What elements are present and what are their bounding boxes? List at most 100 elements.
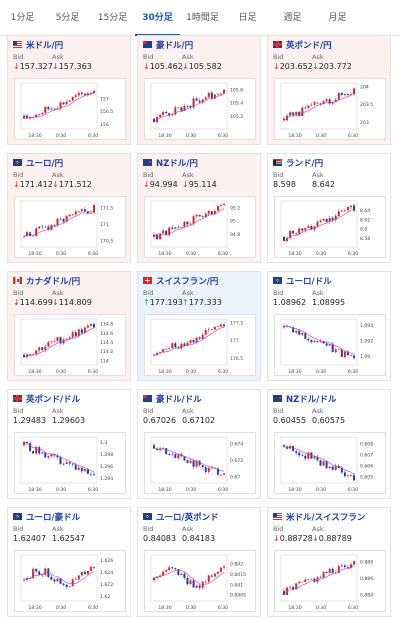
pair-name-link[interactable]: 英ポンド/円 bbox=[286, 40, 332, 51]
bid-label: Bid bbox=[273, 407, 284, 415]
x-tick-label: 0:30 bbox=[186, 251, 196, 257]
candle-body bbox=[80, 92, 83, 94]
candle-body bbox=[307, 338, 310, 341]
candle-body bbox=[313, 102, 316, 105]
pair-card[interactable]: NZドル/ドル Bid Ask 0.60455 0.60575 0.608 0.607 0.6… bbox=[267, 389, 391, 499]
bid-label: Bid bbox=[13, 289, 24, 297]
bid-value: 0.88728 bbox=[279, 534, 313, 543]
candle-body bbox=[325, 218, 328, 222]
candle-chart[interactable]: 105.6 105.4 105.2 18:30 0:30 6:30 bbox=[144, 78, 256, 140]
pair-name-link[interactable]: 英ポンド/ドル bbox=[26, 394, 81, 405]
y-tick-label: 114 bbox=[100, 358, 109, 364]
pair-card[interactable]: カナダドル/円 Bid Ask ↓114.699 ↓114.809 114.8 114.6 1… bbox=[7, 271, 131, 381]
pair-name-link[interactable]: ユーロ/英ポンド bbox=[156, 512, 219, 523]
arrow-down-icon: ↓ bbox=[52, 180, 59, 189]
ask-label: Ask bbox=[312, 171, 324, 179]
pair-card[interactable]: ユーロ/円 Bid Ask ↓171.412 ↓171.512 171.5 171 170.5… bbox=[7, 153, 131, 263]
pair-card[interactable]: 英ポンド/円 Bid Ask ↓203.652 ↓203.772 204 203.5 203 1… bbox=[267, 35, 391, 145]
candle-chart[interactable]: 204 203.5 203 18:30 0:30 6:30 bbox=[274, 78, 386, 140]
candle-chart[interactable]: 114.8 114.6 114.4 114.2 114 18:30 0:30 6:30 bbox=[14, 314, 126, 376]
pair-card[interactable]: 豪ドル/ドル Bid Ask 0.67026 0.67102 0.674 0.672 0.67… bbox=[137, 389, 261, 499]
pair-name-link[interactable]: 米ドル/スイスフラン bbox=[286, 512, 366, 523]
candle-chart[interactable]: 0.608 0.607 0.606 0.605 18:30 0:30 6:30 bbox=[274, 432, 386, 494]
pair-card[interactable]: ユーロ/豪ドル Bid Ask 1.62407 1.62547 1.626 1.624 1.6… bbox=[7, 507, 131, 617]
pair-name-link[interactable]: ユーロ/円 bbox=[26, 158, 64, 169]
candle-body bbox=[183, 105, 186, 111]
arrow-up-icon: ↑ bbox=[143, 298, 150, 307]
pair-card[interactable]: 英ポンド/ドル Bid Ask 1.29483 1.29603 1.3 1.298 1.296… bbox=[7, 389, 131, 499]
tab-3[interactable]: 30分足 bbox=[135, 0, 180, 36]
ask-value: 0.67102 bbox=[182, 416, 216, 425]
candle-body bbox=[177, 347, 180, 349]
pair-name-link[interactable]: カナダドル/円 bbox=[26, 276, 81, 287]
y-tick-label: 1.626 bbox=[100, 558, 113, 564]
arrow-down-icon: ↓ bbox=[312, 62, 319, 71]
flag-ch-icon bbox=[143, 277, 152, 284]
candle-body bbox=[207, 575, 210, 582]
pair-card[interactable]: ユーロ/英ポンド Bid Ask 0.84083 0.84183 0.842 0.8415 0… bbox=[137, 507, 261, 617]
pair-card[interactable]: 米ドル/スイスフラン Bid Ask ↓0.88728 ↓0.88789 0.888 0.8… bbox=[267, 507, 391, 617]
candle-body bbox=[74, 332, 77, 337]
pair-name-link[interactable]: 米ドル/円 bbox=[26, 40, 64, 51]
bid-label: Bid bbox=[273, 171, 284, 179]
candle-body bbox=[183, 456, 186, 461]
pair-name-link[interactable]: ランド/円 bbox=[286, 158, 324, 169]
candle-body bbox=[59, 337, 62, 344]
pair-card[interactable]: スイスフラン/円 Bid Ask ↑177.193 ↑177.333 177.5 177 17… bbox=[137, 271, 261, 381]
candle-chart[interactable]: 1.094 1.092 1.09 18:30 0:30 6:30 bbox=[274, 314, 386, 376]
tab-2[interactable]: 15分足 bbox=[90, 0, 135, 36]
candle-chart[interactable]: 95.2 95 94.8 18:30 0:30 6:30 bbox=[144, 196, 256, 258]
x-tick-label: 18:30 bbox=[158, 251, 171, 257]
arrow-down-icon: ↓ bbox=[13, 298, 20, 307]
candle-chart[interactable]: 177.5 177 176.5 18:30 0:30 6:30 bbox=[144, 314, 256, 376]
pair-card[interactable]: NZドル/円 Bid Ask ↓94.994 ↓95.114 95.2 95 94.8 18:3… bbox=[137, 153, 261, 263]
candle-chart[interactable]: 0.888 0.886 0.884 18:30 0:30 6:30 bbox=[274, 550, 386, 612]
tab-5[interactable]: 日足 bbox=[225, 0, 270, 36]
ask-label: Ask bbox=[52, 525, 64, 533]
pair-name-link[interactable]: スイスフラン/円 bbox=[156, 276, 219, 287]
candle-chart[interactable]: 157 156.5 156 18:30 0:30 6:30 bbox=[14, 78, 126, 140]
candle-body bbox=[307, 452, 310, 459]
pair-name-link[interactable]: ユーロ/豪ドル bbox=[26, 512, 81, 523]
pair-name-link[interactable]: NZドル/ドル bbox=[286, 394, 337, 405]
bid-value: 171.412 bbox=[19, 180, 53, 189]
bid-label: Bid bbox=[143, 407, 154, 415]
y-tick-label: 114.2 bbox=[100, 349, 113, 355]
candle-body bbox=[331, 217, 334, 220]
pair-name-link[interactable]: NZドル/円 bbox=[156, 158, 198, 169]
pair-name-link[interactable]: ユーロ/ドル bbox=[286, 276, 332, 287]
pair-card[interactable]: 豪ドル/円 Bid Ask ↓105.462 ↓105.582 105.6 105.4 105… bbox=[137, 35, 261, 145]
candle-body bbox=[168, 227, 171, 236]
pair-card[interactable]: ランド/円 Bid Ask 8.598 8.642 8.64 8.62 8.6 8.58 18:3… bbox=[267, 153, 391, 263]
tab-4[interactable]: 1時間足 bbox=[180, 0, 225, 36]
bid-ask-labels: Bid Ask bbox=[268, 525, 390, 534]
candle-body bbox=[343, 565, 346, 568]
pair-card[interactable]: 米ドル/円 Bid Ask ↓157.327 ↓157.363 157 156.5 156 18… bbox=[7, 35, 131, 145]
pair-name-link[interactable]: 豪ドル/円 bbox=[156, 40, 194, 51]
tab-6[interactable]: 週足 bbox=[270, 0, 315, 36]
pair-card[interactable]: ユーロ/ドル Bid Ask 1.08962 1.08995 1.094 1.092 1.09… bbox=[267, 271, 391, 381]
candle-chart[interactable]: 1.3 1.298 1.296 1.294 18:30 0:30 6:30 bbox=[14, 432, 126, 494]
ask-label: Ask bbox=[182, 171, 194, 179]
pair-header: 英ポンド/ドル bbox=[8, 390, 130, 407]
candle-body bbox=[343, 210, 346, 211]
y-tick-label: 1.3 bbox=[100, 440, 107, 446]
candle-body bbox=[65, 584, 68, 587]
candle-chart[interactable]: 171.5 171 170.5 18:30 0:30 6:30 bbox=[14, 196, 126, 258]
tab-7[interactable]: 月足 bbox=[315, 0, 360, 36]
candle-body bbox=[219, 204, 222, 207]
chart-svg: 171.5 171 170.5 18:30 0:30 6:30 bbox=[20, 200, 113, 257]
candle-chart[interactable]: 1.626 1.624 1.622 1.62 18:30 0:30 6:30 bbox=[14, 550, 126, 612]
pair-name-link[interactable]: 豪ドル/ドル bbox=[156, 394, 202, 405]
candle-chart[interactable]: 0.842 0.8415 0.841 0.8405 18:30 0:30 6:30 bbox=[144, 550, 256, 612]
candle-chart[interactable]: 0.674 0.672 0.67 18:30 0:30 6:30 bbox=[144, 432, 256, 494]
moving-average-line bbox=[283, 325, 355, 355]
tab-1[interactable]: 5分足 bbox=[45, 0, 90, 36]
candle-chart[interactable]: 8.64 8.62 8.6 8.58 18:30 0:30 6:30 bbox=[274, 196, 386, 258]
y-tick-label: 170.5 bbox=[100, 238, 113, 244]
tab-0[interactable]: 1分足 bbox=[0, 0, 45, 36]
candle-body bbox=[283, 236, 285, 241]
arrow-down-icon: ↓ bbox=[182, 180, 189, 189]
candle-body bbox=[38, 226, 41, 229]
candle-body bbox=[50, 576, 53, 580]
